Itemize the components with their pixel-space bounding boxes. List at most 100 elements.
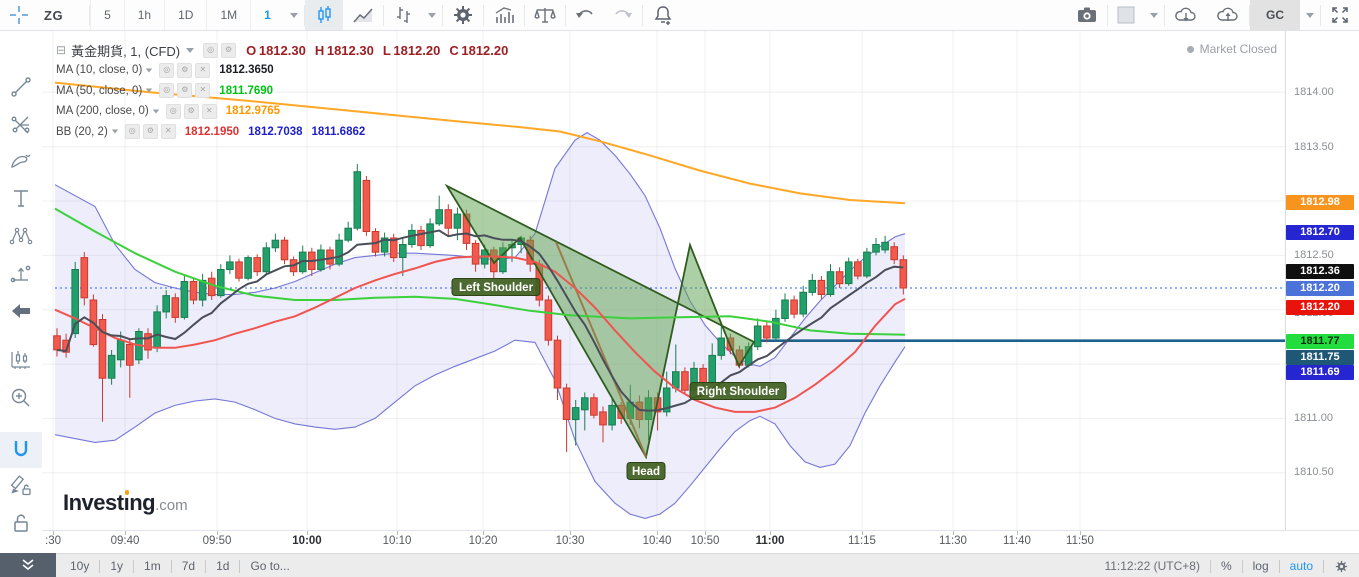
chart-canvas[interactable]: Left Shoulder Head Right Shoulder	[42, 30, 1285, 530]
theme-dropdown-caret[interactable]	[1150, 12, 1158, 18]
range-1m[interactable]: 1m	[144, 559, 161, 573]
candlestick-chart-icon[interactable]	[304, 0, 343, 30]
axis-settings-gear-icon[interactable]	[1334, 559, 1349, 574]
separator	[523, 4, 525, 26]
alert-bell-icon[interactable]	[643, 0, 683, 30]
candle	[389, 233, 398, 262]
compare-dropdown-caret[interactable]	[427, 12, 436, 18]
close-icon[interactable]: ✕	[195, 83, 211, 99]
pitchfork-icon[interactable]	[8, 111, 34, 137]
close-icon[interactable]: ✕	[195, 62, 211, 78]
linked-symbol-caret[interactable]	[1306, 12, 1314, 18]
cloud-upload-icon[interactable]	[1207, 0, 1249, 30]
time-tick-mark	[307, 531, 308, 535]
indicator-caret[interactable]	[146, 88, 153, 93]
log-scale-button[interactable]: log	[1252, 559, 1269, 573]
text-tool-icon[interactable]	[8, 185, 34, 211]
range-1d[interactable]: 1d	[216, 559, 230, 573]
indicators-icon[interactable]	[484, 0, 524, 30]
gear-icon[interactable]: ⚙	[183, 103, 199, 119]
eye-icon[interactable]: ◎	[124, 124, 140, 140]
ma50-line	[54, 207, 906, 336]
redo-icon[interactable]	[604, 0, 642, 30]
eye-icon[interactable]: ◎	[165, 103, 181, 119]
interval-1min-active[interactable]: 1	[250, 0, 284, 30]
eye-icon[interactable]: ◎	[159, 62, 175, 78]
lock-icon[interactable]	[8, 510, 34, 536]
pattern-label[interactable]: Left Shoulder	[451, 278, 541, 296]
trend-line-icon[interactable]	[8, 74, 34, 100]
collapse-chevrons-icon[interactable]	[0, 553, 56, 577]
time-tick-mark	[657, 531, 658, 535]
xabcd-pattern-icon[interactable]	[8, 223, 34, 249]
time-tick: 11:30	[939, 535, 967, 547]
gear-icon[interactable]: ⚙	[142, 124, 158, 140]
range-1y[interactable]: 1y	[110, 559, 124, 573]
linked-symbol-button[interactable]: GC	[1250, 0, 1300, 30]
pattern-label[interactable]: Right Shoulder	[689, 382, 787, 400]
gear-icon[interactable]: ⚙	[177, 62, 193, 78]
indicator-label[interactable]: MA (200, close, 0)	[56, 105, 149, 118]
time-tick: :30	[45, 535, 61, 547]
drawing-pencil-lock-icon[interactable]	[8, 472, 34, 498]
zoom-in-icon[interactable]	[8, 385, 34, 411]
candle	[271, 233, 280, 253]
percent-scale-button[interactable]: %	[1220, 559, 1232, 573]
eye-icon[interactable]: ◎	[159, 83, 175, 99]
candle	[317, 244, 325, 272]
interval-1h[interactable]: 1h	[123, 0, 164, 30]
eye-icon[interactable]: ◎	[203, 42, 219, 58]
indicator-label[interactable]: BB (20, 2)	[56, 125, 108, 138]
interval-dropdown-caret[interactable]	[289, 12, 298, 18]
settings-gear-icon[interactable]	[443, 0, 483, 30]
separator	[1323, 559, 1324, 573]
legend-collapse-icon[interactable]: ⊟	[56, 43, 67, 57]
bar-pattern-icon[interactable]	[8, 347, 34, 373]
goto-button[interactable]: Go to...	[250, 559, 290, 573]
brush-icon[interactable]	[8, 148, 34, 174]
candle	[717, 326, 726, 360]
time-tick-mark	[1017, 531, 1018, 535]
gear-icon[interactable]: ⚙	[221, 42, 237, 58]
range-10y[interactable]: 10y	[70, 559, 90, 573]
price-axis[interactable]: 1814.001813.501812.501812.001811.001810.…	[1285, 30, 1359, 530]
interval-1m[interactable]: 1M	[206, 0, 250, 30]
compare-bars-icon[interactable]	[384, 0, 422, 30]
indicator-label[interactable]: MA (50, close, 0)	[56, 84, 143, 97]
compare-scales-icon[interactable]	[525, 0, 565, 30]
line-chart-icon[interactable]	[343, 0, 383, 30]
range-7d[interactable]: 7d	[181, 559, 196, 573]
cloud-download-icon[interactable]	[1165, 0, 1207, 30]
indicator-label[interactable]: MA (10, close, 0)	[56, 64, 143, 77]
interval-5[interactable]: 5	[90, 0, 124, 30]
indicator-caret[interactable]	[152, 109, 159, 114]
auto-scale-button[interactable]: auto	[1289, 559, 1313, 573]
indicator-caret[interactable]	[111, 129, 118, 134]
candle	[253, 254, 261, 276]
pattern-label[interactable]: Head	[626, 462, 666, 480]
instrument-title[interactable]: 黃金期貨, 1, (CFD)	[71, 43, 181, 59]
separator	[99, 559, 101, 573]
symbol-search[interactable]: ZG	[44, 7, 64, 23]
head-and-shoulders-pattern[interactable]	[444, 183, 756, 460]
candle	[362, 176, 371, 236]
indicator-caret[interactable]	[146, 68, 153, 73]
gear-icon[interactable]: ⚙	[177, 83, 193, 99]
magnet-icon[interactable]	[8, 437, 34, 463]
time-axis[interactable]: :30 09:40 09:50 10:00 10:10 10:20 10:30 10:40 10…	[42, 530, 1359, 554]
back-arrow-icon[interactable]	[8, 298, 34, 324]
close-icon[interactable]: ✕	[201, 103, 217, 119]
theme-square-icon[interactable]	[1108, 0, 1144, 30]
market-status-dot-icon	[1186, 45, 1194, 53]
crosshair-icon[interactable]	[0, 0, 38, 30]
forecast-icon[interactable]	[8, 260, 34, 286]
candle	[781, 293, 789, 322]
close-icon[interactable]: ✕	[160, 124, 176, 140]
chart-pane[interactable]: Left Shoulder Head Right Shoulder ⊟ 黃金期貨, …	[42, 30, 1285, 530]
camera-snapshot-icon[interactable]	[1067, 0, 1107, 30]
undo-icon[interactable]	[566, 0, 604, 30]
candle	[772, 309, 780, 342]
interval-1d[interactable]: 1D	[164, 0, 206, 30]
fullscreen-icon[interactable]	[1321, 0, 1359, 30]
instrument-caret[interactable]	[186, 47, 195, 53]
